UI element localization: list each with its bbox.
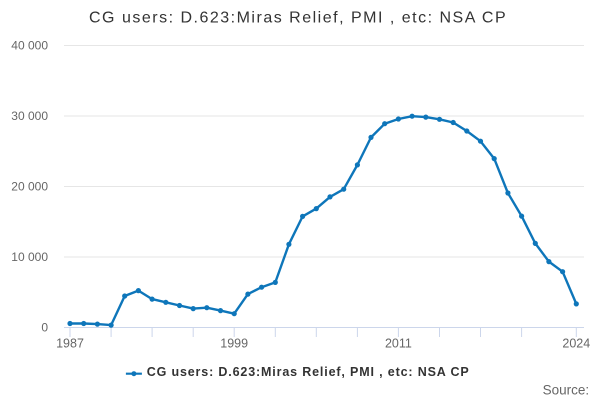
- svg-text:CG users: D.623:Miras Relief,: CG users: D.623:Miras Relief, PMI , etc:…: [89, 9, 507, 26]
- svg-text:40 000: 40 000: [11, 39, 48, 53]
- svg-text:Source:: Source:: [543, 383, 590, 398]
- svg-text:1987: 1987: [56, 337, 84, 351]
- svg-text:1999: 1999: [220, 337, 248, 351]
- svg-text:20 000: 20 000: [11, 180, 48, 194]
- svg-text:30 000: 30 000: [11, 109, 48, 123]
- svg-text:0: 0: [41, 321, 48, 335]
- svg-text:CG users: D.623:Miras Relief,: CG users: D.623:Miras Relief, PMI , etc:…: [147, 365, 470, 379]
- svg-text:2011: 2011: [385, 337, 412, 351]
- svg-text:10 000: 10 000: [11, 250, 48, 264]
- svg-text:2024: 2024: [562, 337, 590, 351]
